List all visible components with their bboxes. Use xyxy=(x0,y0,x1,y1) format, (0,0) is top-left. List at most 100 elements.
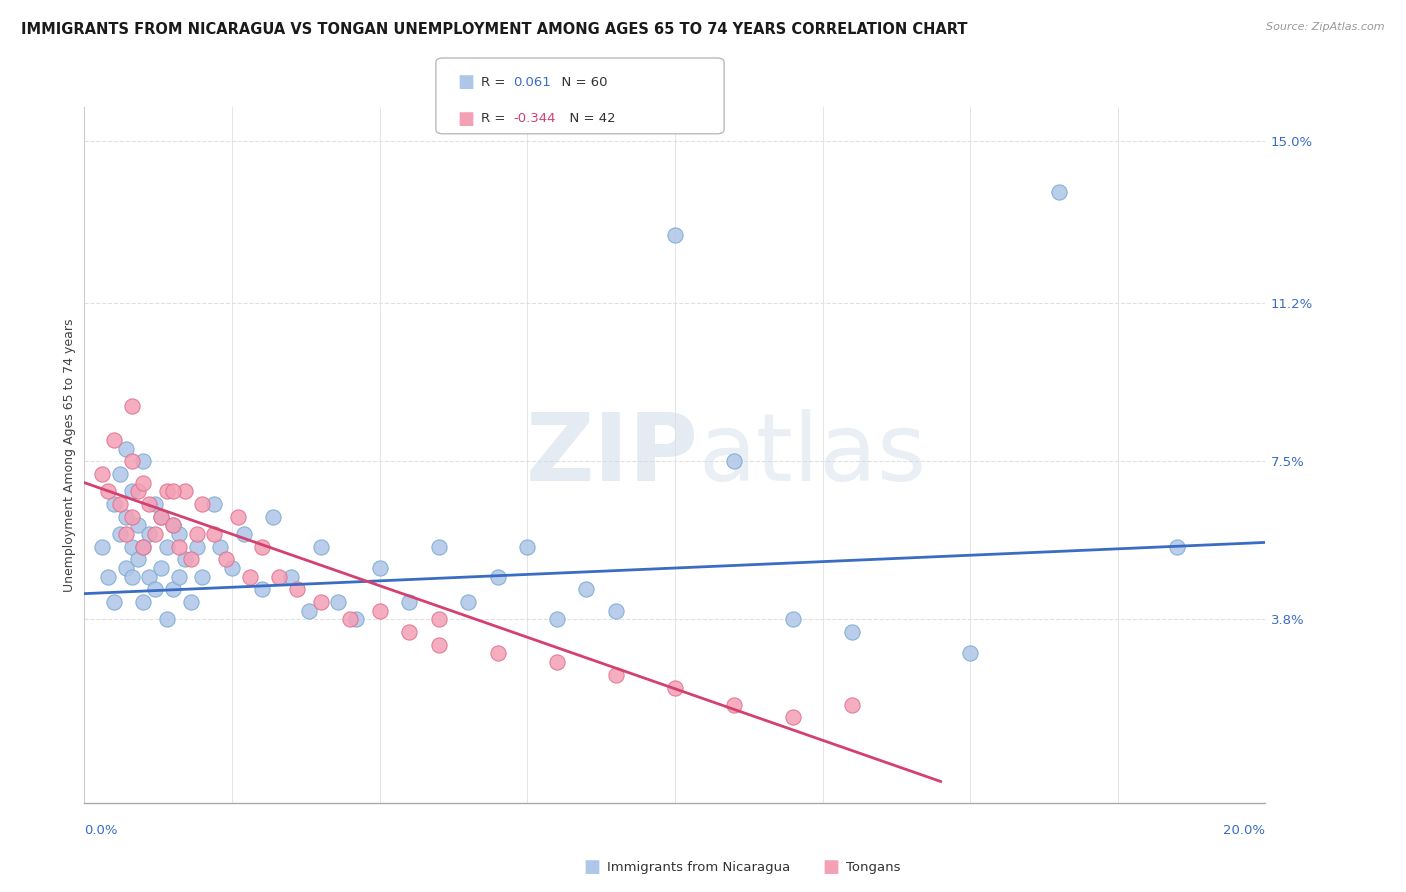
Point xyxy=(132,475,155,490)
Point xyxy=(221,561,243,575)
Point xyxy=(143,527,166,541)
Point xyxy=(309,540,332,554)
Point xyxy=(132,595,155,609)
Point xyxy=(138,527,160,541)
Text: R =: R = xyxy=(481,112,509,125)
Point xyxy=(162,484,184,499)
Point xyxy=(121,540,143,554)
Point xyxy=(605,667,627,681)
Point xyxy=(114,561,136,575)
Point xyxy=(150,509,173,524)
Point xyxy=(180,595,202,609)
Point xyxy=(339,612,361,626)
Point xyxy=(127,552,149,566)
Point xyxy=(723,698,745,712)
Point xyxy=(143,582,166,597)
Point xyxy=(114,509,136,524)
Point xyxy=(103,497,125,511)
Point xyxy=(156,540,179,554)
Point xyxy=(186,527,208,541)
Point xyxy=(162,518,184,533)
Text: ZIP: ZIP xyxy=(526,409,699,501)
Point xyxy=(269,569,291,583)
Text: -0.344: -0.344 xyxy=(513,112,555,125)
Point xyxy=(723,454,745,468)
Text: Immigrants from Nicaragua: Immigrants from Nicaragua xyxy=(607,861,790,873)
Point xyxy=(156,484,179,499)
Point xyxy=(202,497,225,511)
Point xyxy=(167,540,190,554)
Point xyxy=(180,552,202,566)
Point xyxy=(191,497,214,511)
Point xyxy=(215,552,238,566)
Point xyxy=(298,604,321,618)
Point xyxy=(309,595,332,609)
Point xyxy=(121,484,143,499)
Point xyxy=(427,612,450,626)
Point xyxy=(605,604,627,618)
Point xyxy=(138,497,160,511)
Point xyxy=(167,527,190,541)
Point xyxy=(103,595,125,609)
Text: ■: ■ xyxy=(457,110,474,128)
Point xyxy=(121,454,143,468)
Point xyxy=(546,612,568,626)
Point xyxy=(280,569,302,583)
Point xyxy=(150,509,173,524)
Point xyxy=(486,647,509,661)
Text: Source: ZipAtlas.com: Source: ZipAtlas.com xyxy=(1267,22,1385,32)
Point xyxy=(232,527,254,541)
Point xyxy=(138,569,160,583)
Point xyxy=(262,509,284,524)
Point xyxy=(191,569,214,583)
Point xyxy=(121,399,143,413)
Point xyxy=(239,569,262,583)
Point xyxy=(516,540,538,554)
Point xyxy=(173,484,195,499)
Text: atlas: atlas xyxy=(699,409,927,501)
Point xyxy=(103,433,125,447)
Point xyxy=(108,527,131,541)
Point xyxy=(959,647,981,661)
Text: 0.061: 0.061 xyxy=(513,76,551,88)
Text: ■: ■ xyxy=(823,858,839,876)
Text: ■: ■ xyxy=(583,858,600,876)
Point xyxy=(132,540,155,554)
Point xyxy=(250,540,273,554)
Point xyxy=(398,625,420,640)
Point xyxy=(162,518,184,533)
Point xyxy=(368,561,391,575)
Point xyxy=(398,595,420,609)
Point xyxy=(486,569,509,583)
Point xyxy=(167,569,190,583)
Point xyxy=(782,710,804,724)
Text: N = 42: N = 42 xyxy=(561,112,616,125)
Point xyxy=(427,638,450,652)
Point xyxy=(132,454,155,468)
Text: IMMIGRANTS FROM NICARAGUA VS TONGAN UNEMPLOYMENT AMONG AGES 65 TO 74 YEARS CORRE: IMMIGRANTS FROM NICARAGUA VS TONGAN UNEM… xyxy=(21,22,967,37)
Point xyxy=(121,569,143,583)
Point xyxy=(114,442,136,456)
Text: 0.0%: 0.0% xyxy=(84,824,118,837)
Point xyxy=(91,540,114,554)
Point xyxy=(285,582,308,597)
Point xyxy=(162,582,184,597)
Point xyxy=(344,612,367,626)
Point xyxy=(457,595,479,609)
Point xyxy=(1047,186,1070,200)
Point xyxy=(127,518,149,533)
Text: R =: R = xyxy=(481,76,509,88)
Point xyxy=(97,569,120,583)
Point xyxy=(546,655,568,669)
Point xyxy=(91,467,114,482)
Text: ■: ■ xyxy=(457,73,474,91)
Point xyxy=(186,540,208,554)
Point xyxy=(1166,540,1188,554)
Point xyxy=(841,698,863,712)
Point xyxy=(156,612,179,626)
Point xyxy=(173,552,195,566)
Point xyxy=(250,582,273,597)
Point xyxy=(114,527,136,541)
Point xyxy=(108,497,131,511)
Point xyxy=(226,509,249,524)
